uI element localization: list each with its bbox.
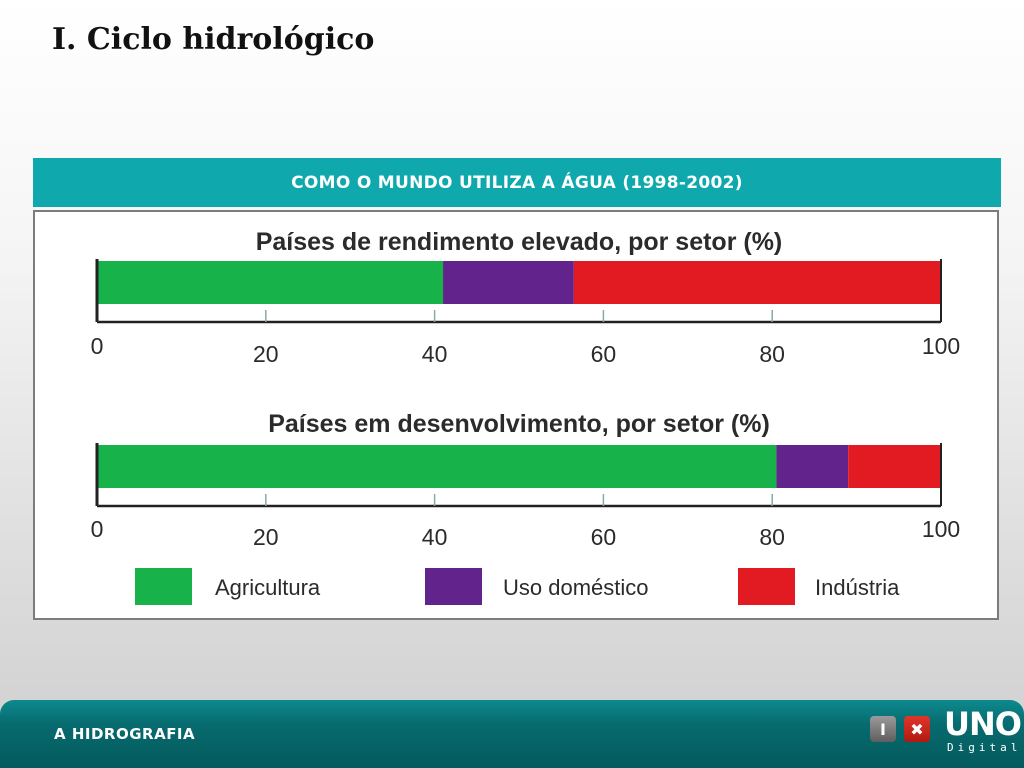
legend-label-1: Agricultura xyxy=(215,575,321,600)
x-tick-label-2-1: 0 xyxy=(91,516,104,542)
legend-swatch-3 xyxy=(738,568,795,605)
bar-segment-2-3 xyxy=(848,445,941,488)
x-tick-label-1-1: 0 xyxy=(91,333,104,359)
bar-segment-2-2 xyxy=(776,445,849,488)
chart-panel: Países de rendimento elevado, por setor … xyxy=(33,210,999,620)
legend-label-3: Indústria xyxy=(815,575,900,600)
chart-title-2: Países em desenvolvimento, por setor (%) xyxy=(268,410,770,438)
chart-svg: Países de rendimento elevado, por setor … xyxy=(91,228,960,605)
x-tick-label-2-3: 40 xyxy=(422,524,448,550)
bar-segment-1-1 xyxy=(97,261,444,304)
bar-segment-1-2 xyxy=(443,261,574,304)
x-tick-label-2-2: 20 xyxy=(253,524,279,550)
chart-title-1: Países de rendimento elevado, por setor … xyxy=(256,228,783,256)
legend-swatch-1 xyxy=(135,568,192,605)
x-tick-label-1-5: 80 xyxy=(759,341,785,367)
chart-header: COMO O MUNDO UTILIZA A ÁGUA (1998-2002) xyxy=(33,158,1001,207)
x-tick-label-2-5: 80 xyxy=(759,524,785,550)
x-tick-label-2-6: 100 xyxy=(922,516,960,542)
legend-label-2: Uso doméstico xyxy=(503,575,649,600)
legend-swatch-2 xyxy=(425,568,482,605)
x-tick-label-1-4: 60 xyxy=(591,341,617,367)
bar-segment-1-3 xyxy=(573,261,941,304)
x-tick-label-1-6: 100 xyxy=(922,333,960,359)
x-tick-label-1-3: 40 xyxy=(422,341,448,367)
bar-segment-2-1 xyxy=(97,445,777,488)
footer-label: A HIDROGRAFIA xyxy=(54,725,196,743)
slide-title: I. Ciclo hidrológico xyxy=(52,22,375,57)
x-tick-label-2-4: 60 xyxy=(591,524,617,550)
logo-i-icon: I xyxy=(870,716,896,742)
x-tick-label-1-2: 20 xyxy=(253,341,279,367)
logo-x-icon: ✖ xyxy=(904,716,930,742)
logo-digital: Digital xyxy=(947,741,1022,754)
footer-bar xyxy=(0,700,1024,768)
logo-uno: UNO xyxy=(944,705,1022,743)
